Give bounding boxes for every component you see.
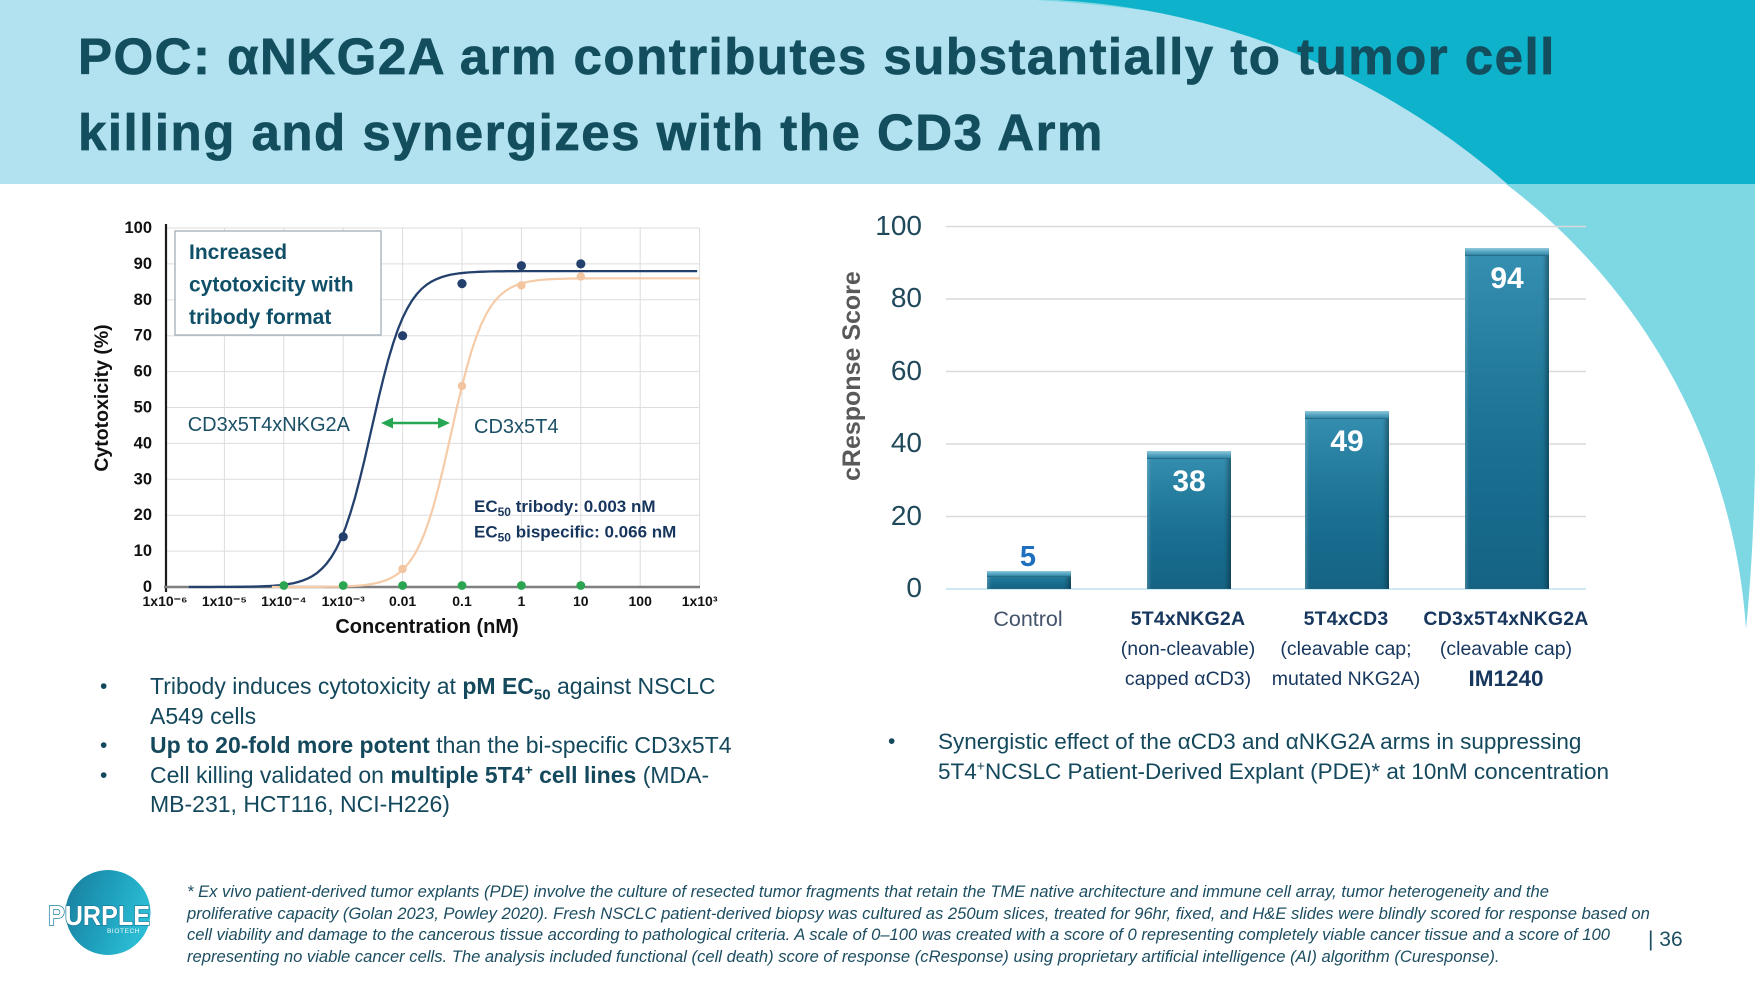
svg-text:30: 30 <box>134 470 152 488</box>
svg-text:CD3x5T4: CD3x5T4 <box>474 416 558 438</box>
svg-text:Increased: Increased <box>189 241 287 264</box>
svg-text:1x10⁻⁶: 1x10⁻⁶ <box>143 593 188 609</box>
svg-text:20: 20 <box>134 506 152 524</box>
svg-text:Cytotoxicity (%): Cytotoxicity (%) <box>91 324 113 471</box>
svg-text:60: 60 <box>134 363 152 381</box>
svg-text:90: 90 <box>134 255 152 273</box>
svg-text:EC50 bispecific: 0.066 nM: EC50 bispecific: 0.066 nM <box>474 523 676 545</box>
svg-text:10: 10 <box>134 542 152 560</box>
svg-text:0.01: 0.01 <box>389 593 416 609</box>
svg-text:1x10⁻⁴: 1x10⁻⁴ <box>261 593 307 609</box>
svg-text:40: 40 <box>134 434 152 452</box>
svg-text:80: 80 <box>134 291 152 309</box>
svg-text:1: 1 <box>518 593 526 609</box>
svg-text:Concentration (nM): Concentration (nM) <box>335 616 518 638</box>
svg-text:100: 100 <box>124 219 152 237</box>
svg-text:50: 50 <box>134 399 152 417</box>
svg-text:cytotoxicity with: cytotoxicity with <box>189 274 354 297</box>
svg-text:1x10⁻⁵: 1x10⁻⁵ <box>202 593 247 609</box>
svg-text:70: 70 <box>134 327 152 345</box>
svg-text:tribody format: tribody format <box>189 306 331 329</box>
svg-text:10: 10 <box>573 593 589 609</box>
svg-text:100: 100 <box>629 593 653 609</box>
svg-text:0: 0 <box>143 578 152 596</box>
svg-text:BIOTECH: BIOTECH <box>107 928 140 935</box>
svg-text:EC50 tribody: 0.003 nM: EC50 tribody: 0.003 nM <box>474 497 656 519</box>
svg-text:PURPLE: PURPLE <box>48 900 150 931</box>
svg-text:1x10³: 1x10³ <box>682 593 718 609</box>
svg-text:0.1: 0.1 <box>452 593 472 609</box>
svg-text:CD3x5T4xNKG2A: CD3x5T4xNKG2A <box>188 414 351 436</box>
svg-text:1x10⁻³: 1x10⁻³ <box>322 593 366 609</box>
